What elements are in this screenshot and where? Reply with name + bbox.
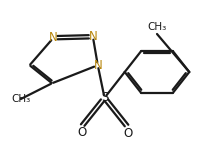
Text: N: N (93, 59, 102, 72)
Text: CH₃: CH₃ (11, 94, 30, 104)
Text: O: O (122, 127, 132, 140)
Text: N: N (49, 31, 57, 44)
Text: S: S (100, 91, 108, 104)
Text: N: N (88, 30, 97, 43)
Text: O: O (77, 126, 86, 139)
Text: CH₃: CH₃ (147, 22, 166, 32)
